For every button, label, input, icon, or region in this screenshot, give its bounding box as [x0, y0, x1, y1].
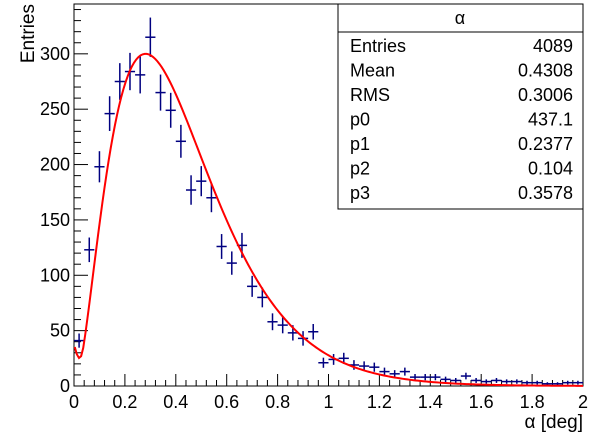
data-point	[94, 151, 105, 183]
fit-curve	[73, 52, 584, 387]
data-point	[471, 377, 482, 383]
data-point	[247, 275, 258, 297]
data-point	[104, 96, 115, 131]
stats-box-title: α	[455, 8, 465, 28]
data-point	[308, 323, 319, 340]
stats-row-value: 0.4308	[518, 61, 573, 81]
data-point	[460, 372, 472, 380]
x-tick-label: 0.2	[112, 392, 137, 412]
data-point	[277, 316, 288, 334]
x-tick-label: 1.2	[367, 392, 392, 412]
stats-row-value: 0.2377	[518, 134, 573, 154]
stats-row-label: p1	[350, 134, 370, 154]
data-point	[572, 380, 583, 385]
stats-row-value: 0.3006	[518, 85, 573, 105]
data-point	[175, 124, 186, 158]
y-tick-label: 200	[40, 155, 70, 175]
data-point	[135, 56, 146, 94]
x-tick-label: 1.8	[520, 392, 545, 412]
data-point	[145, 17, 156, 57]
data-point	[196, 166, 207, 197]
y-tick-label: 250	[40, 99, 70, 119]
data-point	[165, 92, 176, 128]
data-point	[216, 234, 227, 259]
stats-row-value: 0.104	[528, 159, 573, 179]
data-point	[257, 287, 268, 308]
y-tick-label: 150	[40, 210, 70, 230]
data-point	[521, 380, 533, 385]
x-tick-label: 0.8	[265, 392, 290, 412]
x-tick-label: 0.6	[214, 392, 239, 412]
y-tick-label: 50	[50, 321, 70, 341]
data-point	[389, 370, 400, 378]
stats-box: α Entries 4089 Mean 0.4308 RMS 0.3006 p0 437.1 p…	[337, 3, 584, 210]
x-axis-label: α [deg]	[524, 412, 583, 433]
x-axis-ticks: 0 0.2 0.4 0.6 0.8 1 1.2 1.4 1.6 1.8 2	[69, 374, 588, 412]
data-point	[440, 376, 451, 383]
y-tick-label: 300	[40, 44, 70, 64]
data-point	[501, 379, 512, 384]
data-point	[511, 379, 522, 384]
data-point	[84, 237, 95, 263]
data-point	[399, 367, 410, 376]
data-point	[379, 367, 390, 376]
data-point	[450, 377, 461, 383]
data-point	[114, 63, 125, 100]
stats-row-label: Entries	[350, 36, 406, 56]
x-tick-label: 1.6	[469, 392, 494, 412]
data-point	[420, 374, 431, 381]
data-point	[318, 357, 329, 368]
x-tick-label: 1.4	[418, 392, 443, 412]
data-point	[359, 361, 370, 371]
x-tick-label: 0	[69, 392, 79, 412]
data-point	[532, 380, 543, 385]
data-point	[185, 175, 197, 205]
stats-row-label: RMS	[350, 85, 390, 105]
y-tick-label: 100	[40, 265, 70, 285]
stats-row-label: p3	[350, 183, 370, 203]
x-tick-label: 1	[323, 392, 333, 412]
data-point	[481, 379, 492, 384]
y-tick-label: 0	[60, 376, 70, 396]
stats-row-value: 437.1	[528, 110, 573, 130]
data-point	[562, 380, 573, 385]
x-tick-label: 2	[578, 392, 588, 412]
stats-box-rows: Entries 4089 Mean 0.4308 RMS 0.3006 p0 437.1 p1 0…	[350, 36, 573, 203]
data-point	[267, 313, 278, 331]
stats-box-frame	[337, 3, 584, 210]
data-point	[369, 362, 380, 372]
data-point	[155, 74, 166, 111]
stats-row-label: p2	[350, 159, 370, 179]
data-point	[409, 374, 421, 381]
stats-row-label: Mean	[350, 61, 395, 81]
data-point	[226, 251, 237, 275]
data-point	[74, 333, 85, 348]
stats-row-value: 4089	[533, 36, 573, 56]
data-point	[430, 374, 441, 381]
stats-row-label: p0	[350, 110, 370, 130]
data-point	[491, 377, 502, 383]
y-axis-ticks: 0 50 100 150 200 250 300	[40, 9, 88, 396]
data-point	[206, 183, 217, 213]
stats-row-value: 0.3578	[518, 183, 573, 203]
x-tick-label: 0.4	[163, 392, 188, 412]
y-axis-label: Entries	[18, 4, 39, 63]
